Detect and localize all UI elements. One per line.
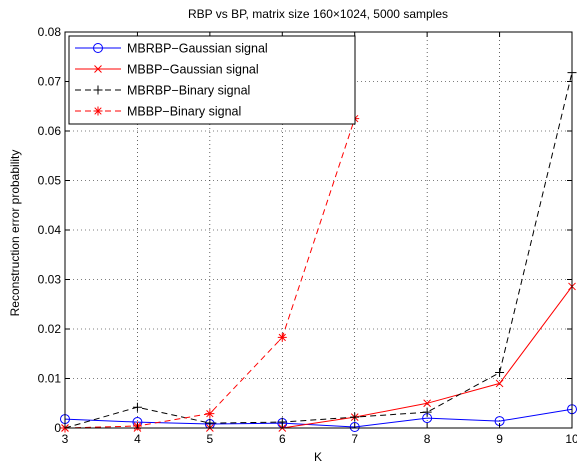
x-tick-label: 6 bbox=[279, 432, 286, 446]
x-tick-label: 7 bbox=[351, 432, 358, 446]
data-point bbox=[349, 422, 360, 433]
data-point bbox=[423, 399, 431, 408]
y-tick-label: 0 bbox=[54, 421, 61, 435]
legend-marker bbox=[93, 106, 103, 116]
data-point bbox=[495, 368, 505, 378]
x-tick-label: 4 bbox=[134, 432, 141, 446]
data-point bbox=[350, 412, 360, 422]
y-tick-label: 0.05 bbox=[38, 174, 62, 188]
series-2 bbox=[61, 282, 576, 432]
legend-entry: MBRBP−Gaussian signal bbox=[75, 42, 268, 56]
y-tick-label: 0.06 bbox=[38, 124, 62, 138]
legend-entry: MBRBP−Binary signal bbox=[75, 84, 250, 98]
x-tick-label: 10 bbox=[565, 432, 577, 446]
series-line bbox=[64, 118, 356, 429]
data-point bbox=[132, 402, 142, 412]
legend-box bbox=[68, 35, 356, 125]
y-tick-label: 0.08 bbox=[38, 25, 62, 39]
y-axis-label: Reconstruction error probability bbox=[8, 150, 22, 317]
legend-label: MBRBP−Binary signal bbox=[127, 84, 250, 98]
x-axis-label: K bbox=[314, 450, 322, 464]
legend-entry: MBBP−Binary signal bbox=[75, 105, 241, 119]
legend-marker bbox=[93, 43, 103, 53]
y-tick-label: 0.07 bbox=[38, 75, 62, 89]
data-point bbox=[277, 332, 287, 342]
data-point bbox=[205, 409, 215, 419]
axis-ticks: 3 4 5 6 7 8 9 10 0 0.01 0.02 0.03 0.04 0.05 0.06 0.07 0.… bbox=[38, 25, 577, 446]
y-tick-label: 0.01 bbox=[38, 372, 62, 386]
legend-label: MBRBP−Gaussian signal bbox=[127, 42, 268, 56]
series-line bbox=[64, 72, 573, 429]
legend-entry: MBBP−Gaussian signal bbox=[75, 63, 259, 77]
x-tick-label: 9 bbox=[496, 432, 503, 446]
legend: MBRBP−Gaussian signal MBBP−Gaussian signa… bbox=[68, 35, 356, 125]
data-point bbox=[422, 407, 432, 417]
legend-marker bbox=[93, 85, 103, 95]
chart-title: RBP vs BP, matrix size 160×1024, 5000 sa… bbox=[188, 7, 448, 21]
legend-label: MBBP−Gaussian signal bbox=[127, 63, 259, 77]
legend-label: MBBP−Binary signal bbox=[127, 105, 241, 119]
series-line bbox=[64, 408, 573, 428]
x-tick-label: 5 bbox=[207, 432, 214, 446]
legend-marker bbox=[94, 65, 102, 73]
y-tick-label: 0.03 bbox=[38, 273, 62, 287]
data-point bbox=[495, 379, 504, 388]
y-tick-label: 0.02 bbox=[38, 322, 62, 336]
y-tick-label: 0.04 bbox=[38, 223, 62, 237]
x-tick-label: 3 bbox=[62, 432, 69, 446]
x-tick-label: 8 bbox=[424, 432, 431, 446]
